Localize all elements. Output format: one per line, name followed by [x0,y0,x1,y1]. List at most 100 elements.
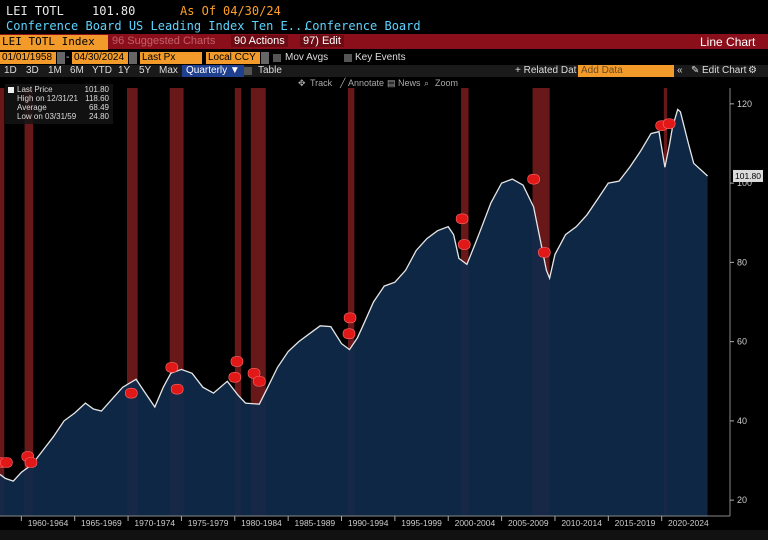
event-marker [228,371,242,383]
x-tick-label: 1995-1999 [401,518,442,528]
x-tick-label: 2005-2009 [508,518,549,528]
gear-icon[interactable]: ✎ [691,65,700,76]
event-marker [342,328,356,340]
bottom-strip [0,530,768,540]
ticker: LEI TOTL [6,4,64,18]
event-marker [253,375,266,387]
track-icon[interactable]: ✥ [298,78,306,88]
legend-average-value: 68.49 [88,103,109,112]
y-tick-label: 120 [737,99,752,109]
event-marker [455,213,469,225]
end-calendar-icon[interactable] [129,52,137,64]
y-tick-label: 60 [737,337,747,347]
frequency-select[interactable]: Quarterly ▼ [182,65,244,77]
menu-bar: LEI TOTL Index 96 Suggested Charts 90 Ac… [0,34,768,50]
period-ytd[interactable]: YTD [92,65,112,76]
table-checkbox[interactable] [244,67,252,75]
currency-select[interactable]: Local CCY [206,52,260,64]
line-chart[interactable]: 20 40 60 80 100 120 101.80 1960-1964 1965-1969 19… [0,88,768,540]
annotate-button[interactable]: Annotate [348,78,385,88]
news-button[interactable]: News [398,78,421,88]
event-marker [247,368,261,379]
annotate-icon[interactable]: ╱ [340,78,346,88]
mov-avgs-label: Mov Avgs [285,52,329,63]
y-tick-label: 20 [737,495,747,505]
event-marker [230,356,244,367]
period-max[interactable]: Max [159,65,178,76]
x-tick-label: 2015-2019 [615,518,656,528]
end-date-input[interactable]: 04/30/2024 [72,52,128,64]
x-tick-label: 1985-1989 [295,518,336,528]
last-price: 101.80 [92,4,136,18]
legend-low-value: 24.80 [88,112,109,121]
x-tick-label: 1975-1979 [188,518,229,528]
series-line [0,108,709,482]
settings-icon[interactable]: ⚙ [748,65,757,76]
legend-last-label: Last Price [17,85,53,94]
period-1m[interactable]: 1M [48,65,62,76]
zoom-button[interactable]: Zoom [435,78,459,88]
event-marker [170,383,184,395]
zoom-icon[interactable]: ⌕ [424,78,430,88]
key-events-checkbox[interactable] [344,54,352,62]
frequency-label: Quarterly [186,65,228,76]
recession-band [127,88,138,516]
add-data-input[interactable]: Add Data [578,65,674,77]
series-area [0,109,708,517]
event-marker [537,247,551,258]
recession-band [234,88,242,516]
event-marker [165,362,179,373]
x-tick-label: 1990-1994 [348,518,389,528]
legend-average-label: Average [17,103,47,112]
table-label: Table [258,65,282,76]
event-marker [24,457,38,468]
actions-menu[interactable]: 90 Actions [231,35,288,47]
event-marker [343,312,357,324]
news-icon[interactable]: ▤ [387,78,396,88]
chart-mode-label: Line Chart [700,35,756,49]
period-3d[interactable]: 3D [26,65,39,76]
mov-avgs-checkbox[interactable] [273,54,281,62]
related-data-label: + Related Dat [515,65,577,76]
suggested-charts-menu[interactable]: 96 Suggested Charts [112,35,216,47]
period-1d[interactable]: 1D [4,65,17,76]
asof-date: 04/30/24 [223,4,281,18]
recession-band [0,88,5,516]
field-row: 01/01/1958 - 04/30/2024 Last Px Local CC… [0,52,768,64]
currency-dropdown-icon[interactable] [261,52,269,64]
x-tick-label: 2010-2014 [561,518,602,528]
security-index-field[interactable]: LEI TOTL Index [0,35,108,50]
legend-low-label: Low on 03/31/59 [17,112,77,121]
edit-menu[interactable]: 97) Edit [300,35,344,47]
source-label: Conference Board [305,19,421,33]
track-button[interactable]: Track [310,78,333,88]
security-description: Conference Board US Leading Index Ten E.… [6,19,310,33]
legend-high-value: 118.60 [85,94,109,103]
x-tick-label: 1970-1974 [134,518,175,528]
recession-band [24,88,34,516]
field-select[interactable]: Last Px [140,52,202,64]
y-tick-label: 100 [737,178,752,188]
event-marker [527,173,540,185]
collapse-icon[interactable]: « [677,65,683,76]
x-tick-label: 1965-1969 [81,518,122,528]
event-marker [124,387,138,399]
chart-legend: Last Price 101.80 High on 12/31/21 118.6… [5,84,113,124]
start-calendar-icon[interactable] [57,52,65,64]
date-separator: - [66,52,70,63]
start-date-input[interactable]: 01/01/1958 [0,52,56,64]
last-value-label: 101.80 [735,171,761,181]
header-line-1: LEI TOTL 101.80 As Of 04/30/24 [0,4,768,18]
event-marker [457,239,471,250]
period-5y[interactable]: 5Y [139,65,152,76]
key-events-label: Key Events [355,52,406,63]
period-1y[interactable]: 1Y [118,65,131,76]
legend-high-label: High on 12/31/21 [17,94,78,103]
period-6m[interactable]: 6M [70,65,84,76]
recession-band [347,88,355,516]
x-tick-label: 2000-2004 [455,518,496,528]
edit-chart-button[interactable]: Edit Chart [702,65,747,76]
x-tick-label: 1980-1984 [241,518,282,528]
last-value-box [733,169,763,182]
y-tick-label: 40 [737,416,747,426]
